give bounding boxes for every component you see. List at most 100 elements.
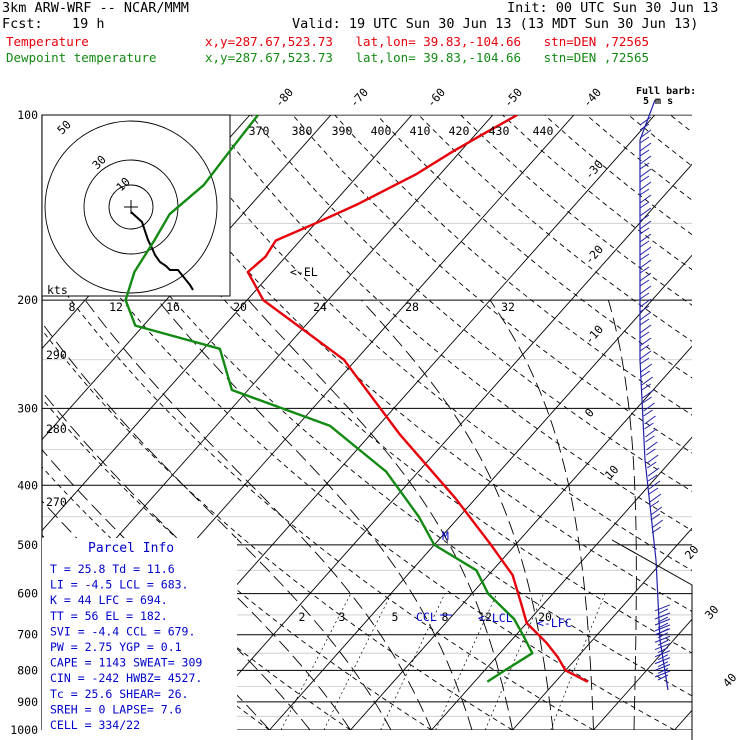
parcel-info-row: K = 44 LFC = 694. <box>50 593 168 607</box>
mixing-ratio-label: 5 <box>392 610 399 624</box>
parcel-info-row: Tc = 25.6 SHEAR= 26. <box>50 687 188 701</box>
parcel-info-row: LI = -4.5 LCL = 683. <box>50 578 188 592</box>
wind-barb <box>657 667 669 674</box>
isotherm <box>42 115 413 532</box>
header: 3km ARW-WRF -- NCAR/MMM Init: 00 UTC Sun… <box>0 0 740 70</box>
isotherm <box>593 618 692 730</box>
theta-label: 410 <box>410 124 431 138</box>
wind-barb <box>654 657 671 665</box>
theta-label: 440 <box>533 124 554 138</box>
dry-adiabat <box>712 115 740 730</box>
wind-barb <box>639 253 650 261</box>
moist-adiabat <box>360 299 554 730</box>
wind-barb <box>649 493 662 503</box>
wind-barb <box>646 454 659 464</box>
full-barb-value: 5 m s <box>643 96 673 107</box>
wind-barb <box>639 214 650 222</box>
isotherm-label: -40 <box>580 85 604 110</box>
speed-scale-label: 28 <box>405 300 419 314</box>
theta-label: 390 <box>332 124 353 138</box>
mixing-ratio-line <box>435 593 498 730</box>
mixing-ratio-label: 12 <box>478 610 492 624</box>
wind-barb <box>639 149 650 157</box>
isotherm-label: -60 <box>424 85 448 110</box>
isotherm <box>674 709 692 730</box>
wind-barb <box>639 207 652 217</box>
dry-adiabat <box>292 115 692 454</box>
wind-barb <box>639 162 650 170</box>
isotherm-label: -70 <box>347 85 371 110</box>
wind-barb <box>639 324 652 334</box>
dewpoint-legend-label: Dewpoint temperature <box>6 50 157 65</box>
wind-barb <box>642 389 654 399</box>
speed-scale-label: 32 <box>501 300 515 314</box>
dry-adiabat <box>124 115 692 612</box>
dry-adiabat <box>42 259 594 730</box>
mixing-ratio-label: 2 <box>299 610 306 624</box>
dry-adiabat <box>460 115 692 306</box>
isotherm <box>188 163 692 730</box>
wind-barb <box>639 246 652 256</box>
isotherm-label: -50 <box>501 85 525 110</box>
mixing-ratio-line <box>550 593 606 730</box>
wind-barb <box>639 188 650 196</box>
wind-panel-edge <box>611 539 693 740</box>
wind-barb <box>640 370 651 378</box>
wind-barb <box>654 612 671 620</box>
speed-scale-label: 20 <box>233 300 247 314</box>
hodograph-ring <box>44 120 218 294</box>
wind-barb <box>648 480 661 490</box>
parcel-info-row: CELL = 334/22 <box>50 718 140 732</box>
wind-barb <box>643 402 655 412</box>
wind-barb <box>654 643 671 651</box>
pressure-label: 700 <box>17 628 38 642</box>
isotherm <box>42 115 494 623</box>
wind-barb <box>654 635 671 643</box>
wind-barb <box>639 331 650 339</box>
pressure-label: 600 <box>17 587 38 601</box>
dry-adiabat <box>82 115 692 654</box>
isotherm-label: 10 <box>602 462 622 482</box>
hodograph-trace <box>130 211 194 291</box>
speed-scale-label: 24 <box>313 300 327 314</box>
wind-barb <box>639 337 652 347</box>
wind-barb <box>657 632 669 639</box>
wind-barb <box>657 639 669 646</box>
wind-barb <box>657 654 669 661</box>
isotherm <box>269 254 692 730</box>
pressure-label: 800 <box>17 663 38 677</box>
theta-label: 290 <box>46 348 67 362</box>
pressure-label: 500 <box>17 538 38 552</box>
pressure-label: 900 <box>17 695 38 709</box>
wind-barb <box>654 628 671 636</box>
dewpoint-location: x,y=287.67,523.73 lat,lon= 39.83,-104.66… <box>205 50 650 65</box>
theta-label: 280 <box>46 422 67 436</box>
wind-barb <box>654 618 671 626</box>
theta-label: 370 <box>249 124 270 138</box>
mixing-ratio-line <box>280 593 352 730</box>
wind-barb <box>654 624 671 632</box>
wind-barb <box>639 266 650 274</box>
isotherm <box>350 345 692 730</box>
wind-barb <box>639 350 652 360</box>
dry-adiabat <box>42 466 351 730</box>
wind-barb <box>649 500 660 508</box>
wind-barb <box>639 318 650 326</box>
forecast-hour: 19 h <box>72 16 105 32</box>
wind-barb <box>639 272 652 282</box>
dry-adiabat <box>42 329 513 730</box>
dry-adiabat <box>502 115 692 271</box>
wind-barb <box>647 467 660 477</box>
wind-barb <box>646 461 657 469</box>
wind-staff <box>639 99 669 691</box>
isotherm <box>512 527 692 730</box>
moist-adiabat <box>248 299 513 730</box>
wind-barb <box>639 285 652 295</box>
wind-barb <box>648 487 659 495</box>
mixing-ratio-line <box>323 593 392 730</box>
isotherm-label: 30 <box>702 602 722 622</box>
parcel-info-row: SREH = 0 LAPSE= 7.6 <box>50 702 182 716</box>
wind-barb <box>639 259 652 269</box>
